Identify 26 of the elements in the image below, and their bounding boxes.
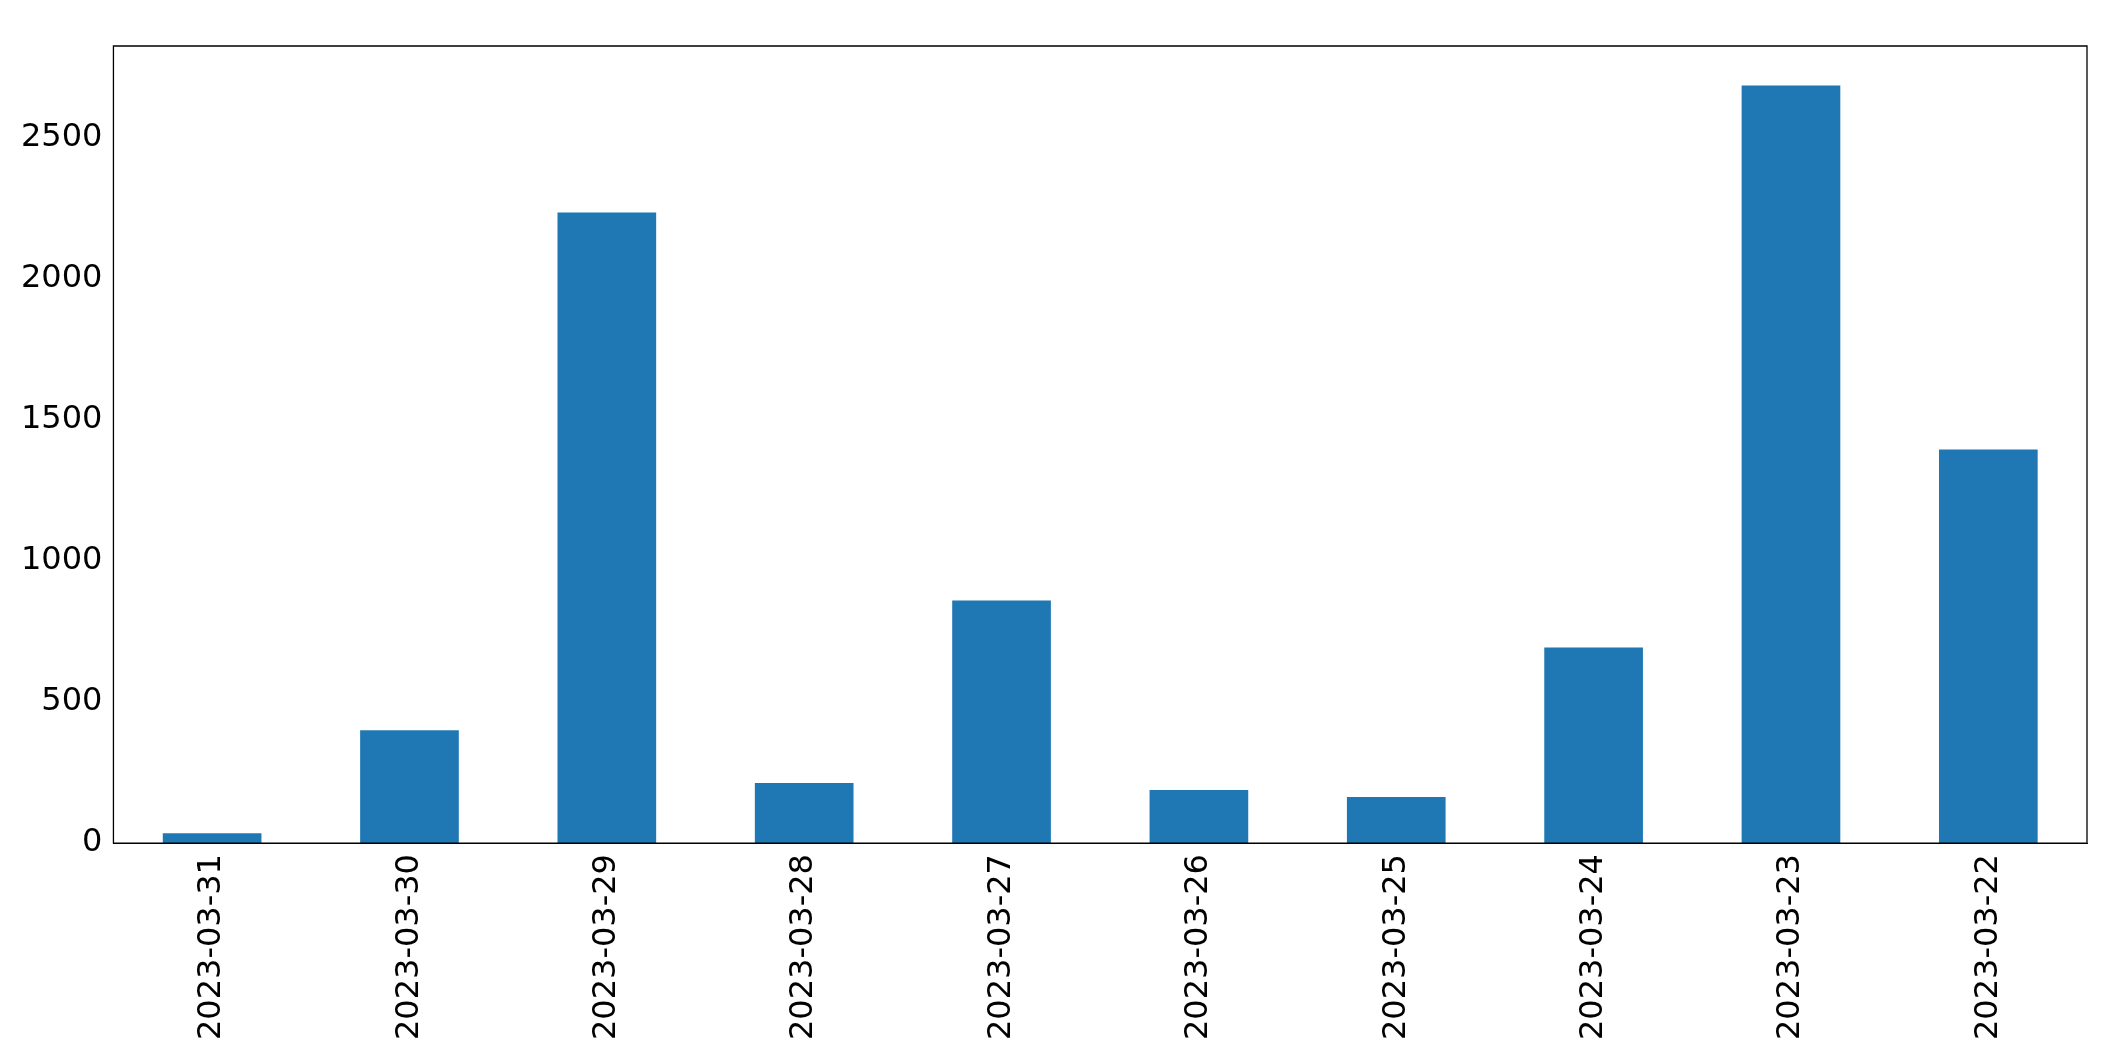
x-tick-label: 2023-03-28 — [782, 854, 821, 1040]
x-tick-label: 2023-03-22 — [1966, 854, 2005, 1040]
x-tick-label: 2023-03-23 — [1769, 854, 1808, 1040]
bar — [1938, 449, 2038, 844]
x-tick-label: 2023-03-24 — [1571, 854, 1610, 1040]
bar — [952, 600, 1051, 844]
bar — [1149, 789, 1249, 844]
bar — [557, 212, 657, 844]
bar — [1544, 647, 1643, 844]
y-tick-label: 500 — [41, 680, 103, 719]
x-tick-label: 2023-03-26 — [1177, 854, 1216, 1040]
x-tick-label: 2023-03-31 — [190, 854, 229, 1040]
y-tick-label: 1000 — [21, 539, 103, 578]
bar — [1741, 85, 1841, 844]
y-tick-label: 0 — [82, 821, 103, 860]
x-tick-label: 2023-03-29 — [585, 854, 624, 1040]
x-tick-label: 2023-03-27 — [979, 854, 1018, 1040]
bar — [162, 833, 262, 844]
y-tick-label: 1500 — [21, 398, 103, 437]
y-tick-label: 2000 — [21, 257, 103, 296]
bar — [360, 730, 459, 844]
bar — [754, 782, 854, 844]
x-tick-label: 2023-03-25 — [1374, 854, 1413, 1040]
y-tick-label: 2500 — [21, 116, 103, 155]
bar — [1346, 797, 1446, 844]
x-tick-label: 2023-03-30 — [387, 854, 426, 1040]
